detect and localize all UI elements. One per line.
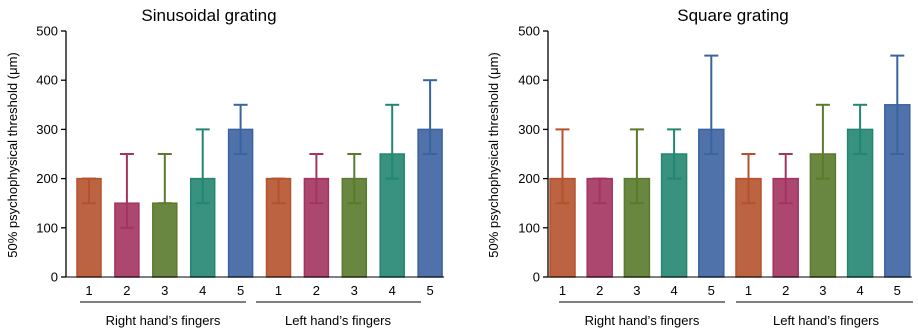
y-tick-label: 500 [518, 24, 540, 39]
x-tick-label: 5 [708, 283, 715, 298]
x-tick-label: 3 [819, 283, 826, 298]
x-tick-label: 3 [351, 283, 358, 298]
x-tick-label: 1 [275, 283, 282, 298]
chart-title: Sinusoidal grating [141, 6, 276, 25]
error-bar [667, 128, 682, 180]
x-tick-label: 1 [745, 283, 752, 298]
x-tick-label: 3 [161, 283, 168, 298]
error-bar [741, 153, 756, 205]
error-bar [629, 128, 644, 205]
x-tick-label: 2 [313, 283, 320, 298]
error-bar [778, 153, 793, 205]
y-tick-label: 0 [51, 270, 58, 285]
x-tick-label: 4 [389, 283, 396, 298]
x-tick-label: 4 [670, 283, 677, 298]
square-grating-panel: Square grating 50% psychophysical thresh… [486, 6, 913, 328]
x-tick-label: 1 [559, 283, 566, 298]
error-bar [119, 153, 134, 229]
x-tick-label: 2 [596, 283, 603, 298]
x-tick-label: 3 [633, 283, 640, 298]
x-tick-label: 1 [85, 283, 92, 298]
group-label-right-hand: Right hand’s fingers [585, 313, 700, 328]
error-bar [385, 103, 400, 180]
error-bar [704, 54, 719, 155]
x-tick-label: 4 [199, 283, 206, 298]
x-tick-label: 2 [123, 283, 130, 298]
error-bar [853, 103, 868, 155]
error-bar [347, 153, 362, 205]
y-tick-label: 400 [36, 73, 58, 88]
y-tick-label: 400 [518, 73, 540, 88]
error-bar [271, 177, 286, 205]
y-tick-label: 0 [533, 270, 540, 285]
group-label-left-hand: Left hand’s fingers [773, 313, 879, 328]
error-bar [233, 103, 248, 155]
y-tick-label: 200 [36, 171, 58, 186]
bar [152, 202, 178, 278]
sinusoidal-grating-panel: Sinusoidal grating 50% psychophysical th… [5, 6, 445, 328]
error-bar [423, 79, 438, 155]
x-tick-label: 4 [856, 283, 863, 298]
y-tick-label: 500 [36, 24, 58, 39]
error-bar [82, 177, 96, 205]
y-axis-label: 50% psychophysical threshold (μm) [486, 52, 501, 257]
error-bar [592, 177, 607, 205]
group-label-right-hand: Right hand’s fingers [106, 313, 221, 328]
error-bar [195, 128, 210, 205]
error-bar [815, 103, 830, 180]
y-tick-label: 300 [36, 122, 58, 137]
y-tick-label: 200 [518, 171, 540, 186]
group-label-left-hand: Left hand’s fingers [285, 313, 391, 328]
y-tick-label: 300 [518, 122, 540, 137]
x-tick-label: 5 [237, 283, 244, 298]
y-axis-label: 50% psychophysical threshold (μm) [5, 52, 20, 257]
chart-title: Square grating [677, 6, 789, 25]
error-bar [890, 54, 905, 155]
x-tick-label: 5 [894, 283, 901, 298]
error-bar [309, 153, 324, 205]
error-bar [157, 153, 172, 205]
x-tick-label: 5 [426, 283, 433, 298]
error-bar [555, 128, 570, 205]
y-tick-label: 100 [36, 220, 58, 235]
y-tick-label: 100 [518, 220, 540, 235]
x-tick-label: 2 [782, 283, 789, 298]
